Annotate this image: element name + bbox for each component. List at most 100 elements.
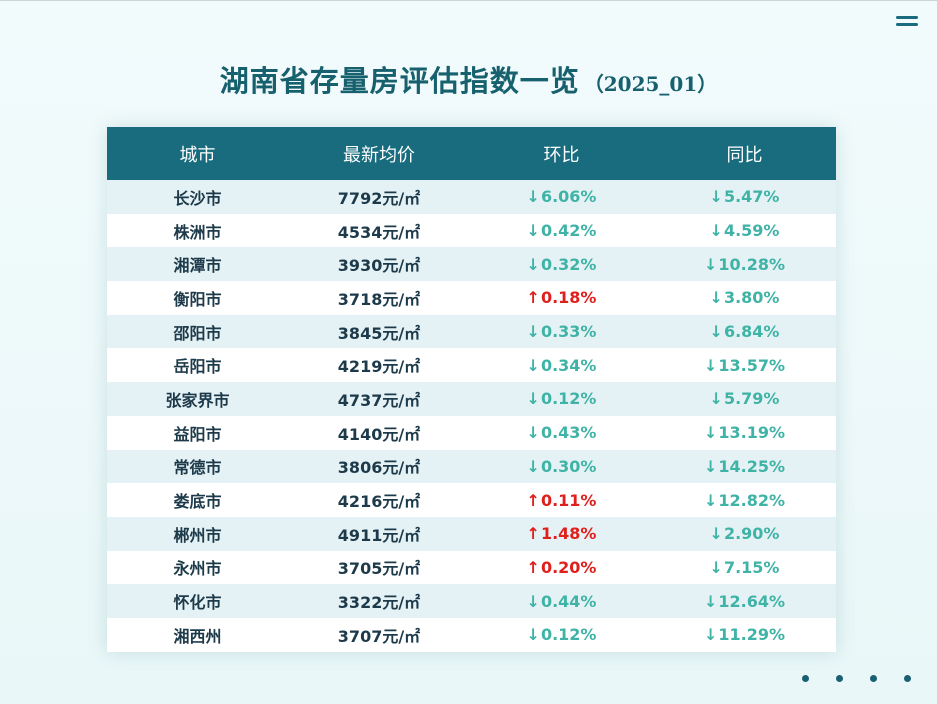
pagination-dot[interactable] [904, 675, 911, 682]
city-cell: 益阳市 [173, 424, 222, 444]
price-cell: 3705元/㎡ [337, 559, 421, 579]
mom-change-cell: ↑0.20% [470, 551, 653, 585]
pagination-dot[interactable] [802, 675, 809, 682]
yoy-change-cell-value: 14.25% [718, 456, 786, 476]
price-cell: 3322元/㎡ [337, 593, 421, 613]
arrow-up-icon: ↑ [526, 288, 540, 308]
price-cell: 3806元/㎡ [337, 458, 421, 478]
yoy-change-cell-value: 13.57% [718, 355, 786, 375]
city-cell: 郴州市 [173, 525, 222, 545]
arrow-down-icon: ↓ [526, 187, 540, 207]
price-cell: 4911元/㎡ [337, 525, 421, 545]
arrow-down-icon: ↓ [526, 591, 540, 611]
yoy-change-cell-value: 11.29% [718, 625, 786, 645]
yoy-change-cell: ↓10.28% [653, 247, 836, 281]
mom-change-cell: ↓0.32% [470, 247, 653, 281]
arrow-up-icon: ↑ [526, 490, 540, 510]
price-index-table: 城市 最新均价 环比 同比 长沙市 7792元/㎡ ↓6.06% ↓5.47% 株洲市 4… [107, 127, 836, 652]
table-row: 岳阳市 4219元/㎡ ↓0.34% ↓13.57% [107, 348, 836, 383]
mom-change-cell: ↓0.42% [470, 214, 653, 248]
table-row: 长沙市 7792元/㎡ ↓6.06% ↓5.47% [107, 180, 836, 214]
price-cell: 3930元/㎡ [337, 256, 421, 276]
yoy-change-cell: ↓12.82% [653, 483, 836, 517]
arrow-down-icon: ↓ [703, 591, 718, 611]
city-cell: 邵阳市 [173, 323, 222, 343]
mom-change-cell: ↓6.06% [470, 180, 653, 214]
mom-change-cell: ↓0.43% [470, 416, 653, 450]
yoy-change-cell: ↓13.57% [653, 348, 836, 382]
city-cell: 衡阳市 [173, 289, 222, 309]
yoy-change-cell-value: 2.90% [723, 524, 780, 544]
price-cell: 3845元/㎡ [337, 323, 421, 343]
table-row: 怀化市 3322元/㎡ ↓0.44% ↓12.64% [107, 584, 836, 618]
arrow-down-icon: ↓ [709, 322, 723, 342]
table-row: 常德市 3806元/㎡ ↓0.30% ↓14.25% [107, 449, 836, 484]
mom-change-cell-value: 6.06% [540, 187, 597, 207]
city-cell: 怀化市 [173, 593, 222, 613]
arrow-down-icon: ↓ [526, 221, 540, 241]
page-title-main: 湖南省存量房评估指数一览 [219, 64, 580, 98]
mom-change-cell: ↑0.18% [470, 281, 653, 315]
table-row: 郴州市 4911元/㎡ ↑1.48% ↓2.90% [107, 516, 836, 551]
page-title-period: （2025_01） [583, 72, 718, 96]
price-cell: 3718元/㎡ [337, 289, 421, 309]
table-row: 邵阳市 3845元/㎡ ↓0.33% ↓6.84% [107, 314, 836, 349]
city-cell: 湘潭市 [173, 256, 222, 276]
menu-icon-bar [896, 16, 918, 19]
mom-change-cell-value: 0.12% [540, 389, 597, 409]
city-cell: 岳阳市 [173, 357, 222, 377]
yoy-change-cell-value: 3.80% [723, 288, 780, 308]
pagination-dot[interactable] [870, 675, 877, 682]
price-cell: 4219元/㎡ [337, 357, 421, 377]
table-row: 娄底市 4216元/㎡ ↑0.11% ↓12.82% [107, 483, 836, 517]
yoy-change-cell-value: 4.59% [723, 221, 780, 241]
pagination-dot[interactable] [836, 675, 843, 682]
mom-change-cell-value: 0.32% [540, 254, 597, 274]
arrow-down-icon: ↓ [703, 423, 718, 443]
yoy-change-cell-value: 6.84% [723, 322, 780, 342]
arrow-down-icon: ↓ [703, 490, 718, 510]
arrow-up-icon: ↑ [526, 557, 540, 577]
column-header-yoy: 同比 [726, 144, 763, 166]
arrow-down-icon: ↓ [526, 456, 540, 476]
column-header-mom: 环比 [543, 144, 580, 166]
mom-change-cell: ↑0.11% [470, 483, 653, 517]
price-index-table-card: 城市 最新均价 环比 同比 长沙市 7792元/㎡ ↓6.06% ↓5.47% 株洲市 4… [107, 127, 836, 652]
arrow-down-icon: ↓ [709, 187, 723, 207]
table-row: 衡阳市 3718元/㎡ ↑0.18% ↓3.80% [107, 281, 836, 315]
city-cell: 湘西州 [173, 626, 222, 646]
yoy-change-cell: ↓4.59% [653, 214, 836, 248]
mom-change-cell: ↓0.44% [470, 584, 653, 618]
yoy-change-cell: ↓6.84% [653, 315, 836, 349]
table-row: 张家界市 4737元/㎡ ↓0.12% ↓5.79% [107, 382, 836, 416]
city-cell: 株洲市 [173, 222, 222, 242]
arrow-down-icon: ↓ [703, 355, 718, 375]
page-title: 湖南省存量房评估指数一览 （2025_01） [0, 58, 937, 100]
mom-change-cell: ↓0.30% [470, 450, 653, 484]
price-cell: 3707元/㎡ [337, 626, 421, 646]
mom-change-cell-value: 0.30% [540, 456, 597, 476]
yoy-change-cell-value: 12.64% [718, 591, 786, 611]
yoy-change-cell-value: 7.15% [723, 557, 780, 577]
table-header-row: 城市 最新均价 环比 同比 [107, 127, 836, 180]
price-cell: 4216元/㎡ [337, 492, 421, 512]
table-row: 株洲市 4534元/㎡ ↓0.42% ↓4.59% [107, 213, 836, 248]
mom-change-cell: ↓0.12% [470, 618, 653, 652]
mom-change-cell: ↑1.48% [470, 517, 653, 551]
yoy-change-cell: ↓5.47% [653, 180, 836, 214]
price-cell: 4737元/㎡ [337, 390, 421, 410]
menu-icon[interactable] [896, 16, 918, 30]
yoy-change-cell: ↓2.90% [653, 517, 836, 551]
price-cell: 4534元/㎡ [337, 222, 421, 242]
yoy-change-cell: ↓3.80% [653, 281, 836, 315]
arrow-down-icon: ↓ [709, 288, 723, 308]
table-row: 湘西州 3707元/㎡ ↓0.12% ↓ 11.29% [107, 617, 836, 652]
table-row: 永州市 3705元/㎡ ↑0.20% ↓7.15% [107, 550, 836, 585]
city-cell: 娄底市 [173, 492, 222, 512]
arrow-down-icon: ↓ [526, 625, 540, 645]
menu-icon-bar [896, 23, 918, 26]
yoy-change-cell: ↓14.25% [653, 450, 836, 484]
yoy-change-cell-value: 12.82% [718, 490, 786, 510]
mom-change-cell-value: 0.20% [540, 557, 597, 577]
mom-change-cell-value: 1.48% [540, 524, 597, 544]
